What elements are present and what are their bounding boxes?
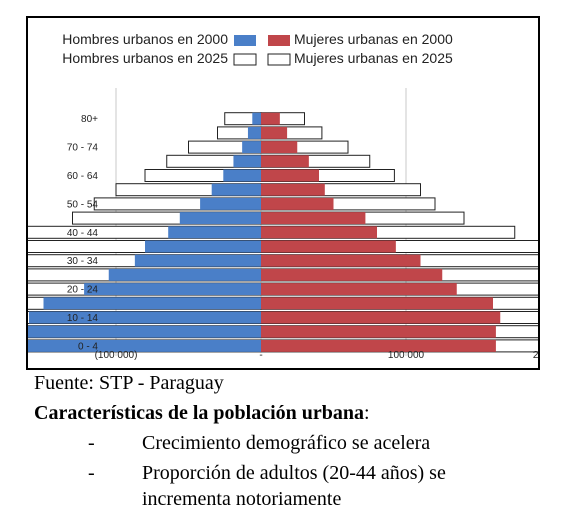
male-2000-bar: [242, 141, 261, 154]
legend-swatch: [268, 35, 290, 46]
female-2000-bar: [261, 268, 443, 281]
female-2000-bar: [261, 240, 396, 253]
bullet-text: Crecimiento demográfico se acelera: [142, 432, 431, 454]
female-2000-bar: [261, 169, 319, 182]
female-2000-bar: [261, 155, 309, 168]
female-2000-bar: [261, 325, 496, 338]
y-tick-label: 70 - 74: [67, 143, 99, 154]
bullet-marker: -: [88, 432, 95, 454]
bullet-marker: -: [88, 462, 95, 484]
male-2000-bar: [233, 155, 261, 168]
female-2000-bar: [261, 283, 457, 296]
y-tick-label: 40 - 44: [67, 228, 99, 239]
y-tick-label: 60 - 64: [67, 171, 99, 182]
source-note: Fuente: STP - Paraguay: [34, 372, 224, 394]
female-2000-bar: [261, 311, 501, 324]
female-2000-bar: [261, 183, 325, 196]
legend-label: Mujeres urbanas en 2025: [294, 50, 453, 66]
population-pyramid-chart: 0 - 4 10 - 14 20 - 24 30 - 34 40 - 44 50 - 54…: [28, 31, 538, 361]
male-2000-bar: [28, 325, 262, 338]
bullet-text-continued: incrementa notoriamente: [142, 488, 342, 510]
caption-heading: Características de la población urbana:: [34, 402, 370, 425]
female-2000-bar: [261, 212, 366, 225]
y-tick-label: 80+: [81, 114, 98, 125]
legend-swatch: [234, 35, 256, 46]
male-2000-bar: [200, 197, 261, 210]
male-2000-bar: [168, 226, 261, 239]
y-tick-label: 10 - 14: [67, 313, 99, 324]
male-2000-bar: [108, 268, 261, 281]
y-tick-label: 20 - 24: [67, 285, 99, 296]
female-2000-bar: [261, 254, 421, 267]
male-2000-bar: [145, 240, 261, 253]
x-tick-label: -: [259, 350, 262, 361]
chart-frame: 0 - 4 10 - 14 20 - 24 30 - 34 40 - 44 50 - 54…: [26, 16, 540, 370]
bullet-text: Proporción de adultos (20-44 años) se: [142, 462, 446, 484]
female-2000-bar: [261, 112, 280, 125]
female-2000-bar: [261, 126, 288, 139]
male-2000-bar: [223, 169, 261, 182]
legend-swatch: [267, 53, 291, 66]
caption-heading-text: Características de la población urbana: [34, 402, 364, 424]
male-2000-bar: [211, 183, 261, 196]
female-2000-bar: [261, 141, 298, 154]
y-tick-label: 0 - 4: [78, 341, 98, 352]
caption-heading-colon: :: [364, 402, 370, 424]
legend-label: Hombres urbanos en 2000: [62, 31, 228, 47]
male-2000-bar: [43, 297, 261, 310]
y-tick-label: 30 - 34: [67, 256, 99, 267]
female-2000-bar: [261, 297, 493, 310]
legend-label: Hombres urbanos en 2025: [62, 50, 228, 66]
male-2000-bar: [28, 339, 261, 352]
male-2000-bar: [134, 254, 261, 267]
male-2000-bar: [179, 212, 261, 225]
legend-label: Mujeres urbanas en 2000: [294, 31, 453, 47]
y-tick-label: 50 - 54: [67, 199, 99, 210]
male-2000-bar: [252, 112, 261, 125]
x-tick-label: (100 000): [95, 350, 138, 361]
female-2000-bar: [261, 197, 334, 210]
x-tick-label: 200 000: [533, 350, 538, 361]
legend-swatch: [233, 53, 257, 66]
male-2000-bar: [29, 311, 261, 324]
female-2000-bar: [261, 339, 496, 352]
male-2000-bar: [84, 283, 261, 296]
x-tick-label: 100 000: [388, 350, 425, 361]
male-2000-bar: [247, 126, 261, 139]
female-2000-bar: [261, 226, 377, 239]
